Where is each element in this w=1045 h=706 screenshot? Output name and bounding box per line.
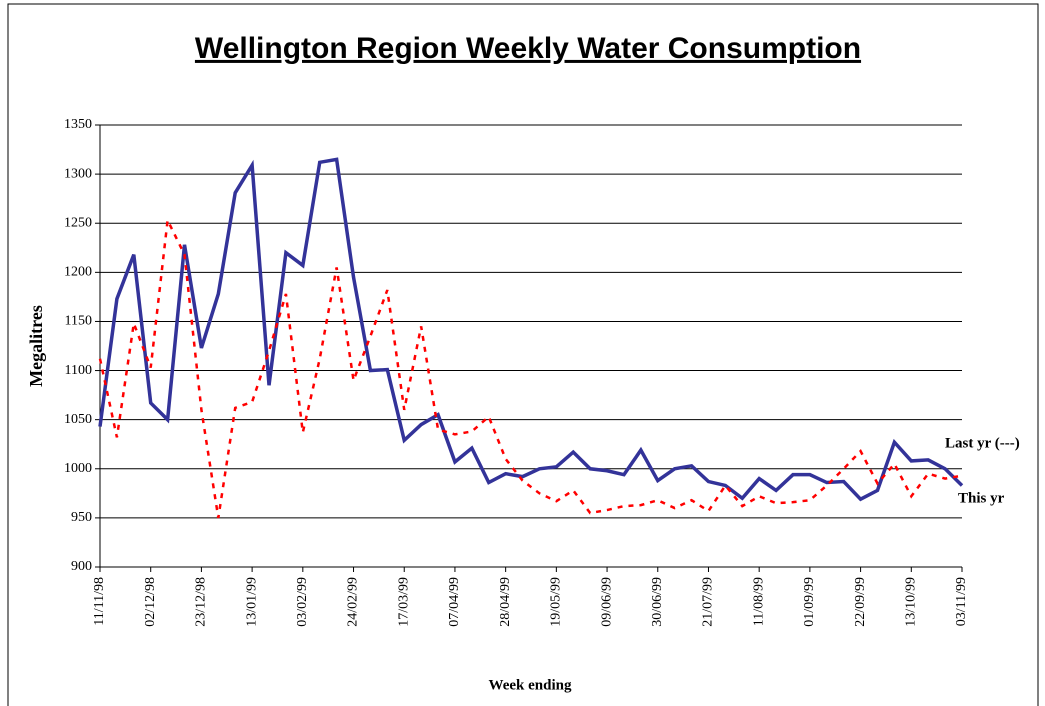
x-tick-label: 13/01/99 [244,577,259,627]
x-tick-label: 28/04/99 [498,577,513,627]
y-tick-label: 950 [71,510,92,525]
series-line [98,157,964,502]
chart-title: Wellington Region Weekly Water Consumpti… [195,32,861,65]
x-tick-label: 21/07/99 [701,577,716,627]
x-tick-label: 01/09/99 [802,577,817,627]
x-tick-label: 30/06/99 [650,577,665,627]
y-tick-label: 900 [71,559,92,574]
x-tick-label: 07/04/99 [447,577,462,627]
x-axis-label: Week ending [489,677,572,693]
series-label: Last yr (---) [945,435,1020,451]
x-tick-label: 24/02/99 [346,577,361,627]
x-tick-label: 17/03/99 [396,577,411,627]
y-tick-label: 1350 [64,117,92,132]
y-tick-label: 1050 [64,412,92,427]
x-tick-label: 19/05/99 [549,577,564,627]
x-tick-label: 09/06/99 [599,577,614,627]
y-tick-label: 1200 [64,265,92,280]
series-line [98,215,963,519]
series-label: This yr [958,490,1005,506]
x-tick-label: 22/09/99 [853,577,868,627]
y-tick-label: 1250 [64,215,92,230]
x-tick-label: 11/08/99 [751,577,766,626]
y-tick-label: 1100 [65,363,92,378]
y-tick-label: 1300 [64,166,92,181]
x-tick-label: 03/02/99 [295,577,310,627]
y-tick-label: 1000 [64,461,92,476]
y-axis-label: Megalitres [26,305,46,387]
x-tick-label: 23/12/98 [194,577,209,627]
chart-border [7,3,1039,706]
y-tick-label: 1150 [65,314,92,329]
x-tick-label: 11/11/98 [92,577,107,626]
x-tick-label: 03/11/99 [954,577,969,626]
x-tick-label: 02/12/98 [143,577,158,627]
x-tick-label: 13/10/99 [904,577,919,627]
